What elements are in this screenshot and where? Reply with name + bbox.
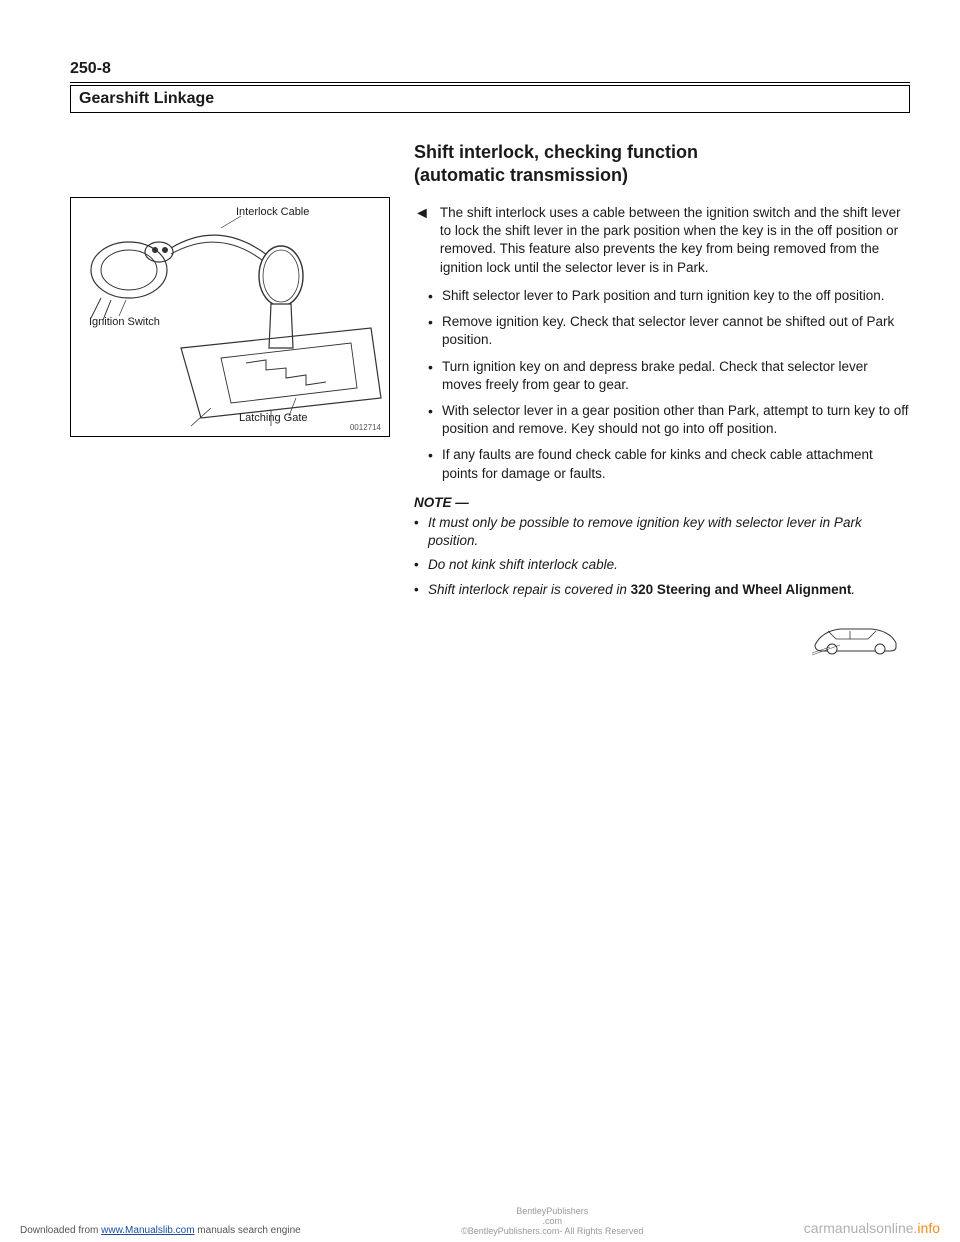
section-title: Gearshift Linkage [79, 90, 901, 108]
list-item: With selector lever in a gear position o… [428, 402, 910, 438]
note-item: Do not kink shift interlock cable. [414, 556, 910, 574]
footer-left-post: manuals search engine [195, 1225, 301, 1236]
note3-pre: Shift interlock repair is covered in [428, 582, 631, 597]
footer-left: Downloaded from www.Manualslib.com manua… [20, 1225, 301, 1236]
list-item: Shift selector lever to Park position an… [428, 287, 910, 305]
footer-copyright: ©BentleyPublishers.com- All Rights Reser… [301, 1226, 804, 1236]
footer-manualslib-link[interactable]: www.Manualslib.com [101, 1225, 194, 1236]
note-item: It must only be possible to remove ignit… [414, 514, 910, 550]
triangle-marker-icon: ◄ [414, 206, 430, 277]
page-footer: Downloaded from www.Manualslib.com manua… [0, 1206, 960, 1236]
section-title-box: Gearshift Linkage [70, 85, 910, 113]
list-item: Remove ignition key. Check that selector… [428, 313, 910, 349]
car-icon-svg [810, 617, 900, 657]
car-illustration [414, 617, 910, 662]
note-heading: NOTE — [414, 495, 910, 510]
figure-label-interlock-cable: Interlock Cable [236, 206, 309, 218]
footer-watermark-accent: info [917, 1220, 940, 1236]
footer-mid: BentleyPublishers .com ©BentleyPublisher… [301, 1206, 804, 1236]
note-list: It must only be possible to remove ignit… [414, 514, 910, 599]
footer-publisher-dom: .com [301, 1216, 804, 1226]
footer-watermark-pre: carmanualsonline. [804, 1220, 918, 1236]
footer-left-pre: Downloaded from [20, 1225, 101, 1236]
procedure-list: Shift selector lever to Park position an… [428, 287, 910, 483]
subheading-line2: (automatic transmission) [414, 165, 628, 185]
footer-right: carmanualsonline.info [804, 1220, 940, 1236]
intro-paragraph: The shift interlock uses a cable between… [440, 204, 910, 277]
rule-top [70, 82, 910, 83]
note-item: Shift interlock repair is covered in 320… [414, 581, 910, 599]
page-number: 250-8 [70, 60, 910, 78]
list-item: If any faults are found check cable for … [428, 446, 910, 482]
subheading-line1: Shift interlock, checking function [414, 142, 698, 162]
list-item: Turn ignition key on and depress brake p… [428, 358, 910, 394]
figure-id: 0012714 [350, 423, 381, 432]
figure-label-latching-gate: Latching Gate [239, 412, 308, 424]
figure-interlock-diagram: Interlock Cable Ignition Switch Latching… [70, 197, 390, 437]
note3-post: . [851, 582, 855, 597]
note3-bold: 320 Steering and Wheel Alignment [631, 582, 852, 597]
figure-label-ignition-switch: Ignition Switch [89, 316, 160, 328]
footer-publisher: BentleyPublishers [301, 1206, 804, 1216]
subheading: Shift interlock, checking function (auto… [414, 141, 910, 186]
